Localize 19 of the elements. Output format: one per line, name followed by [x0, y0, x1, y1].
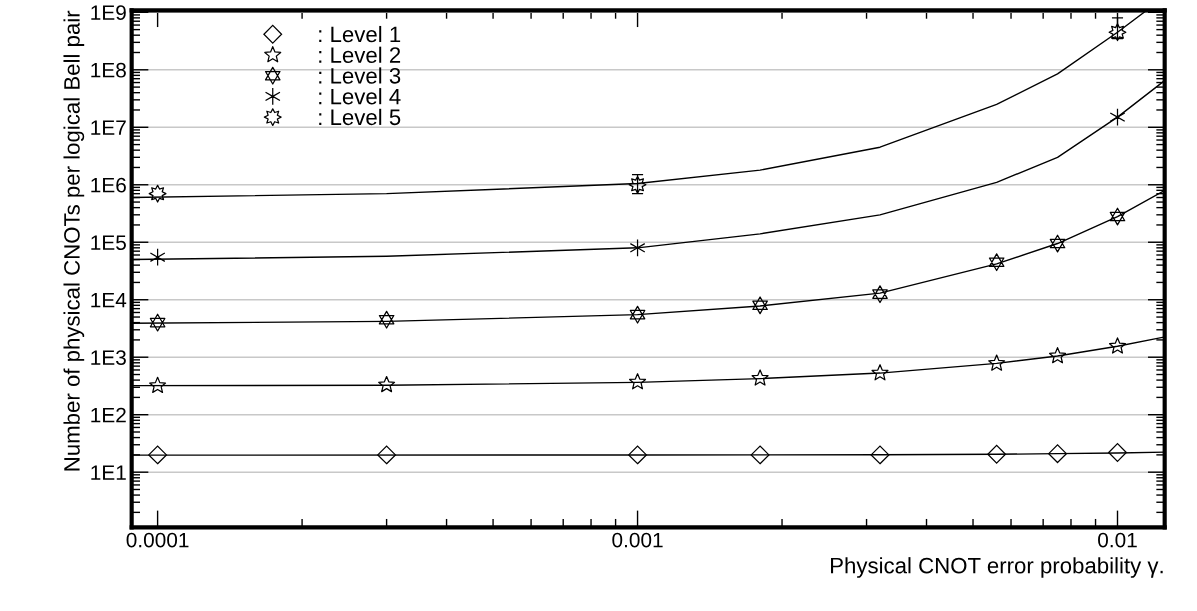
- y-axis-title: Number of physical CNOTs per logical Bell pair: [63, 10, 85, 471]
- y-tick-label: 1E9: [91, 5, 126, 21]
- legend-label: : Level 3: [319, 67, 401, 84]
- y-tick-label: 1E3: [91, 350, 126, 365]
- y-tick-label: 1E6: [91, 177, 126, 193]
- x-tick-label: 0.01: [1098, 532, 1137, 548]
- x-axis-title: Physical CNOT error probability γ.: [831, 557, 1163, 578]
- legend-label: : Level 1: [319, 25, 401, 43]
- y-tick-label: 1E7: [91, 120, 126, 135]
- y-tick-label: 1E2: [91, 407, 126, 423]
- y-tick-label: 1E1: [91, 465, 126, 480]
- x-tick-label: 0.0001: [126, 532, 189, 548]
- legend-label: : Level 5: [319, 108, 401, 126]
- legend-label: : Level 2: [319, 46, 401, 63]
- x-tick-label: 0.001: [612, 532, 663, 548]
- y-tick-label: 1E4: [91, 292, 127, 308]
- legend-label: : Level 4: [319, 88, 401, 105]
- y-tick-label: 1E8: [91, 62, 126, 78]
- y-tick-label: 1E5: [91, 235, 126, 250]
